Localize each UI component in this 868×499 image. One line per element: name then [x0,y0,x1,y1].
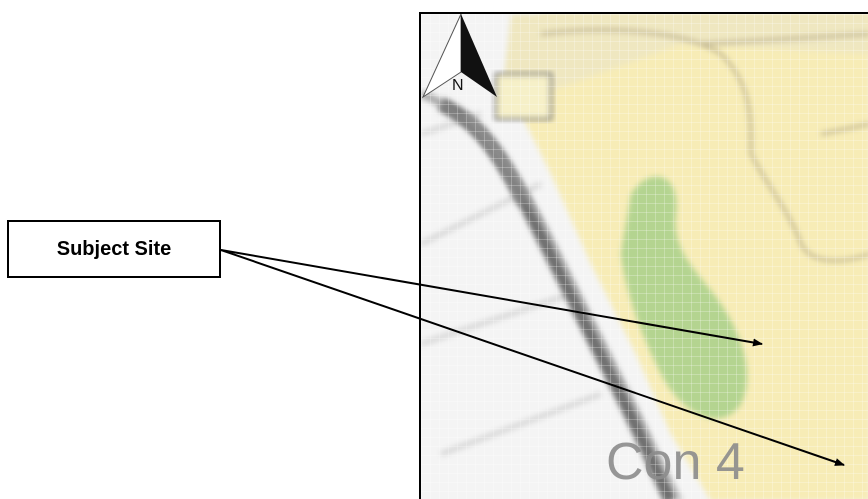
map-canvas: N [421,14,868,499]
arrow-to-site-2 [220,249,845,466]
arrow-to-site-1 [220,249,763,347]
zone-label: Con 4 [606,433,745,491]
subject-site-label: Subject Site [7,220,221,278]
map-panel: N [419,12,868,499]
subject-site-text: Subject Site [56,237,172,260]
north-label: N [452,77,464,94]
north-arrow-icon: N [421,14,497,99]
